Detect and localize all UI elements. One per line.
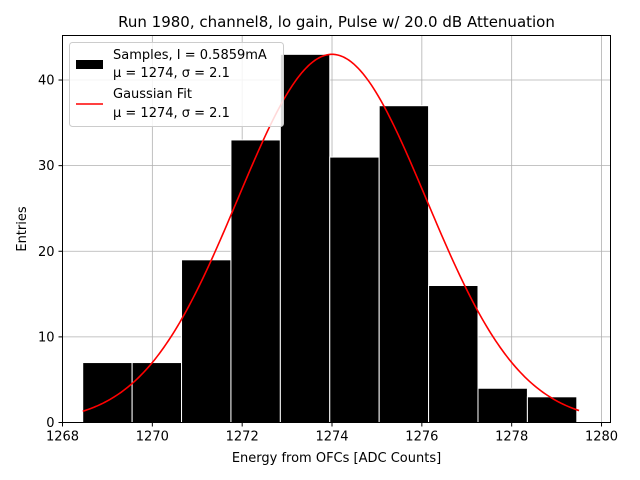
y-tick-label-0: 0 <box>46 416 54 431</box>
histogram-bars <box>82 53 578 424</box>
y-tick-label-3: 30 <box>38 159 55 174</box>
histogram-bar-6 <box>378 105 430 423</box>
y-tick-label-1: 10 <box>38 330 55 345</box>
histogram-bar-8 <box>477 387 528 423</box>
x-tick-label-0: 1268 <box>46 430 79 445</box>
legend-fit-stats: μ = 1274, σ = 2.1 <box>113 106 230 121</box>
y-axis-ticks: 0 10 20 30 40 <box>38 74 63 431</box>
legend-samples-label: Samples, I = 0.5859mA <box>113 48 267 63</box>
legend-fit-label: Gaussian Fit <box>113 87 192 102</box>
legend-samples-swatch <box>76 60 103 69</box>
y-tick-label-2: 20 <box>38 245 55 260</box>
histogram-bar-1 <box>131 362 183 424</box>
chart-title: Run 1980, channel8, lo gain, Pulse w/ 20… <box>118 13 555 31</box>
histogram-bar-4 <box>279 53 331 424</box>
histogram-bar-0 <box>82 362 133 424</box>
legend-box <box>69 42 284 127</box>
y-axis-label: Entries <box>15 206 30 252</box>
legend-samples-stats: μ = 1274, σ = 2.1 <box>113 66 230 81</box>
histogram-bar-2 <box>181 259 232 423</box>
histogram-bar-3 <box>230 139 281 423</box>
plot-frame <box>62 35 611 423</box>
x-axis-ticks: 1268 1270 1272 1274 1276 1278 1280 <box>46 422 618 445</box>
x-axis-label: Energy from OFCs [ADC Counts] <box>232 451 441 466</box>
gaussian-fit-line <box>82 53 580 413</box>
x-tick-label-1: 1270 <box>136 430 169 445</box>
histogram-bar-9 <box>526 396 578 423</box>
x-tick-label-2: 1272 <box>226 430 259 445</box>
x-tick-label-6: 1280 <box>585 430 618 445</box>
x-tick-label-4: 1276 <box>405 430 438 445</box>
legend: Samples, I = 0.5859mA μ = 1274, σ = 2.1 … <box>69 42 284 127</box>
y-tick-label-4: 40 <box>38 74 55 89</box>
histogram-bar-7 <box>428 285 479 423</box>
x-tick-label-5: 1278 <box>495 430 528 445</box>
histogram-bar-5 <box>329 156 380 423</box>
x-tick-label-3: 1274 <box>315 430 348 445</box>
